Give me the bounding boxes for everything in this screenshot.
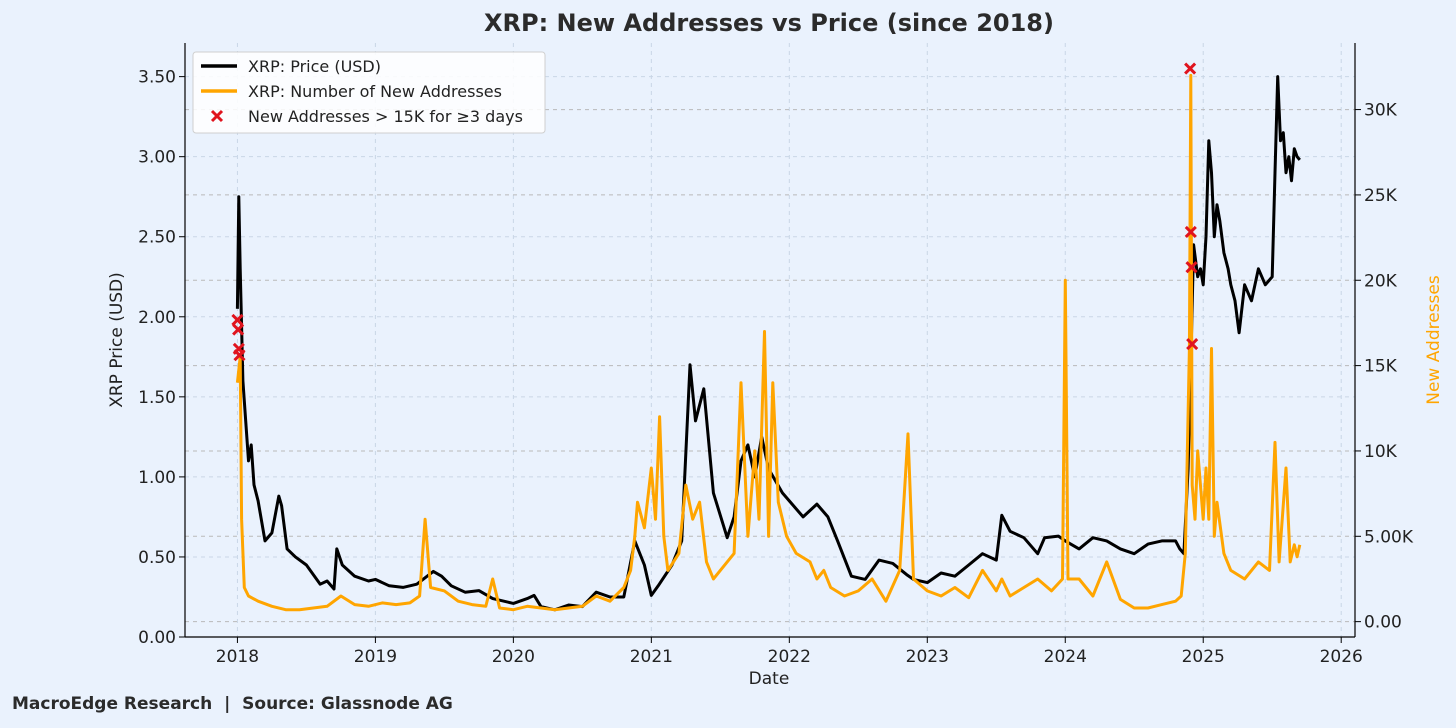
- y-tick-label: 2.00: [138, 308, 176, 328]
- marker-point: [1186, 337, 1199, 351]
- marker-point: [233, 349, 246, 362]
- price-series-line: [235, 75, 1301, 612]
- y-tick-label: 0.00: [138, 628, 176, 648]
- y2-tick-label: 5.00K: [1364, 527, 1414, 547]
- marker-point: [231, 313, 244, 327]
- y-axis-label: XRP Price (USD): [107, 272, 127, 408]
- y2-tick-label: 20K: [1364, 271, 1398, 291]
- marker-point: [1185, 261, 1198, 274]
- legend-addresses-label: XRP: Number of New Addresses: [248, 82, 502, 101]
- x-tick-label: 2018: [216, 647, 259, 667]
- plot-area: [231, 62, 1302, 612]
- marker-point: [1184, 62, 1197, 75]
- marker-stroke: [1185, 261, 1198, 274]
- x-tick-label: 2024: [1044, 647, 1087, 667]
- y2-tick-label: 15K: [1364, 357, 1398, 377]
- chart-title: XRP: New Addresses vs Price (since 2018): [484, 9, 1054, 37]
- legend-price-label: XRP: Price (USD): [248, 57, 381, 76]
- marker-stroke: [232, 323, 245, 336]
- marker-point: [232, 323, 245, 336]
- y-tick-label: 1.50: [138, 388, 176, 408]
- footer-source: Source: Glassnode AG: [242, 694, 453, 714]
- x-tick-label: 2022: [768, 647, 811, 667]
- y-tick-label: 3.50: [138, 68, 176, 88]
- addresses-series-line: [235, 73, 1302, 612]
- y-tick-label: 3.00: [138, 148, 176, 168]
- marker-point: [1184, 225, 1197, 238]
- y2-axis-label: New Addresses: [1424, 275, 1444, 405]
- x-tick-label: 2026: [1320, 647, 1363, 667]
- x-tick-label: 2019: [354, 647, 397, 667]
- marker-stroke: [231, 313, 244, 327]
- footer: MacroEdge Research | Source: Glassnode A…: [12, 694, 453, 714]
- footer-separator: |: [224, 694, 231, 714]
- axes: 2018 2019 2020 2021 2022 2023 2024 2025 20260.00…: [138, 43, 1414, 667]
- x-tick-label: 2021: [630, 647, 673, 667]
- marker-stroke: [1184, 225, 1197, 238]
- marker-stroke: [1184, 62, 1197, 75]
- footer-brand: MacroEdge Research: [12, 694, 213, 714]
- legend-marker-label: New Addresses > 15K for ≥3 days: [248, 107, 523, 126]
- marker-stroke: [1186, 337, 1199, 351]
- legend: XRP: Price (USD) XRP: Number of New Addr…: [192, 51, 546, 134]
- y2-tick-label: 30K: [1364, 101, 1398, 121]
- y2-tick-label: 10K: [1364, 442, 1398, 462]
- y2-tick-label: 25K: [1364, 186, 1398, 206]
- legend-box: [192, 51, 546, 134]
- x-tick-label: 2025: [1182, 647, 1225, 667]
- legend-marker-swatch: [210, 109, 224, 123]
- marker-stroke: [233, 349, 246, 362]
- x-tick-label: 2020: [492, 647, 535, 667]
- x-axis-label: Date: [749, 669, 790, 689]
- y2-tick-label: 0.00: [1364, 613, 1402, 633]
- y-tick-label: 0.50: [138, 548, 176, 568]
- y-tick-label: 1.00: [138, 468, 176, 488]
- x-tick-label: 2023: [906, 647, 949, 667]
- y-tick-label: 2.50: [138, 228, 176, 248]
